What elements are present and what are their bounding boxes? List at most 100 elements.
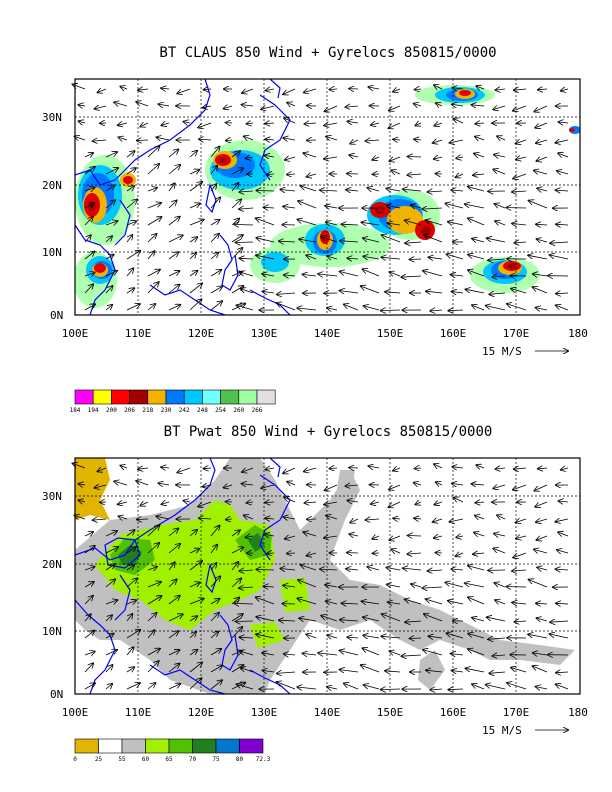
wind-arrow	[147, 582, 161, 588]
wind-arrow	[349, 534, 359, 536]
wind-arrow	[84, 546, 95, 554]
wind-arrow	[210, 253, 218, 260]
wind-arrow	[244, 515, 254, 519]
svg-text:150E: 150E	[377, 706, 404, 719]
wind-arrow	[429, 257, 443, 259]
wind-arrow	[556, 672, 569, 673]
wind-arrow	[558, 153, 569, 157]
wind-arrow	[210, 166, 217, 175]
wind-arrow	[559, 122, 569, 123]
colorbar-swatch	[145, 738, 170, 754]
wind-arrow	[428, 191, 443, 192]
wind-arrow	[231, 183, 238, 192]
wind-arrow	[487, 238, 506, 243]
wind-arrow	[452, 104, 464, 106]
wind-arrow	[277, 293, 296, 294]
wind-arrow	[264, 207, 275, 208]
wind-arrow	[147, 188, 157, 191]
wind-arrow	[561, 468, 569, 470]
wind-arrow	[168, 684, 180, 690]
wind-arrow	[414, 483, 422, 485]
wind-arrow	[516, 519, 527, 523]
wind-arrow	[147, 164, 159, 175]
wind-arrow	[240, 258, 254, 259]
wind-arrow	[414, 139, 422, 140]
wind-arrow	[456, 553, 464, 556]
wind-arrow	[158, 483, 170, 485]
wind-arrow	[299, 618, 317, 621]
wind-arrow	[389, 157, 401, 161]
wind-arrow	[414, 518, 422, 519]
wind-arrow	[126, 251, 140, 260]
colorbar-swatch	[74, 738, 99, 754]
wind-arrow	[285, 157, 296, 160]
wind-arrow	[495, 583, 506, 587]
wind-arrow	[283, 206, 296, 208]
wind-arrow	[450, 519, 464, 522]
wind-arrow	[184, 122, 191, 123]
wind-arrow	[512, 191, 527, 192]
wind-arrow	[550, 634, 569, 639]
wind-arrow	[422, 587, 443, 588]
wind-arrow	[448, 601, 464, 604]
wind-arrow	[507, 304, 527, 311]
wind-arrow	[307, 174, 317, 177]
wind-arrow	[84, 153, 93, 157]
wind-arrow	[305, 123, 317, 124]
wind-arrow	[168, 528, 178, 537]
wind-arrow	[411, 584, 422, 587]
wind-arrow	[363, 269, 380, 277]
wind-arrow	[426, 291, 443, 293]
wind-arrow	[497, 136, 506, 140]
colorbar-swatch	[111, 389, 130, 405]
wind-arrow	[454, 119, 464, 123]
wind-arrow	[298, 201, 317, 209]
wind-arrow	[327, 687, 338, 689]
colorbar-1: 184 194 200 206 218 230 242 248 254 260 266	[70, 389, 276, 414]
wind-arrow	[486, 685, 506, 690]
wind-arrow	[126, 530, 135, 537]
wind-arrow	[168, 580, 177, 588]
cloud-field-1	[75, 79, 580, 315]
wind-arrow	[414, 104, 422, 106]
wind-arrow	[283, 88, 296, 94]
wind-arrow	[363, 238, 380, 243]
wind-arrow	[472, 239, 485, 242]
wind-arrow	[405, 621, 422, 622]
wind-arrow	[265, 123, 275, 124]
colorbar-swatch	[220, 389, 240, 405]
wind-arrow	[158, 104, 170, 106]
colorbar-swatch	[239, 738, 264, 754]
wind-arrow	[415, 468, 422, 469]
wind-vectors-2	[73, 463, 569, 690]
wind-arrow	[140, 123, 149, 127]
wind-arrow	[389, 105, 401, 111]
svg-text:120E: 120E	[188, 327, 215, 340]
wind-arrow	[555, 140, 569, 143]
wind-arrow	[199, 139, 212, 140]
wind-arrow	[210, 576, 220, 588]
wind-arrow	[403, 568, 422, 570]
wind-arrow	[284, 275, 296, 276]
wind-arrow	[210, 270, 221, 277]
wind-arrow	[204, 468, 212, 469]
wind-arrow	[199, 518, 212, 519]
wind-arrow	[434, 536, 443, 538]
wind-arrow	[189, 561, 202, 571]
wind-arrow	[381, 257, 401, 259]
wind-arrow	[433, 519, 443, 522]
wind-arrow	[410, 259, 422, 260]
wind-arrow	[556, 603, 569, 604]
wind-arrow	[189, 530, 197, 537]
wind-arrow	[189, 549, 199, 553]
svg-text:180: 180	[568, 706, 588, 719]
wind-arrow	[511, 668, 527, 673]
wind-arrow	[126, 186, 134, 191]
wind-arrow	[321, 616, 338, 622]
wind-arrow	[189, 253, 196, 260]
wind-arrow	[147, 543, 159, 554]
wind-arrow	[451, 275, 464, 276]
wind-arrow	[168, 252, 179, 260]
wind-arrow	[126, 614, 132, 622]
wind-arrow	[246, 157, 254, 158]
